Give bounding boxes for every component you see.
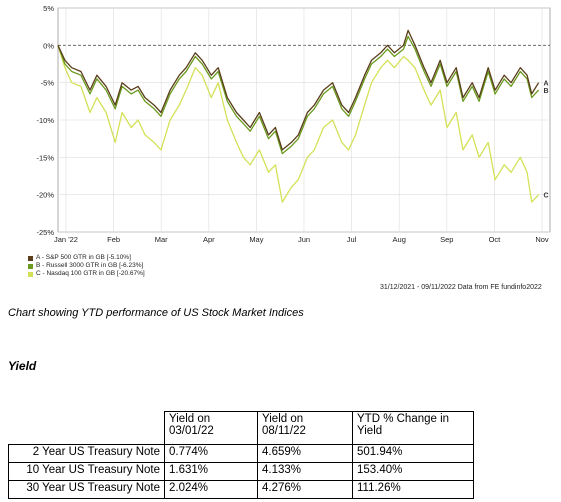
y-tick-label: -20%: [36, 191, 54, 200]
y-tick-label: 0%: [43, 41, 54, 50]
x-tick-label: Aug: [393, 235, 406, 244]
header-cell-ytd-change: YTD % Change in Yield: [352, 411, 474, 445]
row-label: 30 Year US Treasury Note: [8, 480, 165, 499]
series-end-label-b: B: [544, 88, 549, 95]
legend-label-a: A - S&P 500 GTR in GB [-5.10%]: [36, 254, 131, 261]
legend-item-b: B - Russell 3000 GTR in GB [-6.23%]: [28, 262, 145, 270]
series-line-c: [57, 45, 540, 203]
x-axis-ticks: Jan '22 Feb Mar Apr May Jun Jul Aug Sep Oct Nov: [54, 235, 549, 244]
chart-legend: A - S&P 500 GTR in GB [-5.10%] B - Russe…: [28, 254, 145, 278]
x-tick-label: Sep: [440, 235, 453, 244]
x-tick-label: Feb: [107, 235, 120, 244]
x-tick-label: May: [249, 235, 263, 244]
cell-yield-end: 4.133%: [257, 462, 353, 481]
cell-ytd-change: 111.26%: [352, 480, 474, 499]
x-tick-label: Jun: [298, 235, 310, 244]
x-tick-label: Apr: [203, 235, 215, 244]
table-row: 30 Year US Treasury Note 2.024% 4.276% 1…: [8, 480, 474, 499]
cell-ytd-change: 501.94%: [352, 444, 474, 463]
series-end-labels: C BA: [544, 81, 549, 200]
header-cell-yield-end: Yield on 08/11/22: [257, 411, 353, 445]
cell-yield-end: 4.659%: [257, 444, 353, 463]
cell-yield-start: 0.774%: [164, 444, 258, 463]
legend-label-b: B - Russell 3000 GTR in GB [-6.23%]: [36, 262, 144, 269]
legend-swatch-a: [28, 255, 33, 261]
x-tick-label: Jan '22: [54, 235, 78, 244]
x-tick-label: Mar: [155, 235, 168, 244]
x-tick-label: Nov: [535, 235, 549, 244]
legend-item-c: C - Nasdaq 100 GTR in GB [-20.67%]: [28, 270, 145, 278]
legend-swatch-b: [28, 263, 33, 269]
header-cell-blank: [8, 411, 165, 445]
series-end-label-c: C: [544, 193, 549, 200]
yield-table-header-row: Yield on 03/01/22 Yield on 08/11/22 YTD …: [8, 411, 474, 445]
x-tick-label: Jul: [347, 235, 357, 244]
header-cell-yield-start: Yield on 03/01/22: [164, 411, 258, 445]
series-line-a: [57, 29, 540, 151]
legend-swatch-c: [28, 271, 33, 277]
series-line-b: [57, 35, 540, 155]
chart-source-note: 31/12/2021 - 09/11/2022 Data from FE fun…: [380, 284, 542, 291]
legend-label-c: C - Nasdaq 100 GTR in GB [-20.67%]: [36, 270, 145, 277]
chart-caption: Chart showing YTD performance of US Stoc…: [8, 307, 304, 319]
table-row: 10 Year US Treasury Note 1.631% 4.133% 1…: [8, 462, 474, 481]
y-axis-ticks: 5% 0% -5% -10% -15% -20% -25%: [36, 4, 54, 237]
grid-lines: [58, 7, 550, 233]
y-tick-label: -10%: [36, 116, 54, 125]
cell-yield-start: 2.024%: [164, 480, 258, 499]
yield-section-title: Yield: [8, 359, 37, 373]
series-end-label-a: A: [544, 81, 549, 88]
x-tick-label: Oct: [489, 235, 502, 244]
series-lines: [57, 29, 540, 203]
y-tick-label: -5%: [41, 79, 55, 88]
y-tick-label: -25%: [36, 228, 54, 237]
cell-ytd-change: 153.40%: [352, 462, 474, 481]
yield-table: Yield on 03/01/22 Yield on 08/11/22 YTD …: [8, 411, 474, 499]
y-tick-label: 5%: [43, 4, 54, 13]
legend-item-a: A - S&P 500 GTR in GB [-5.10%]: [28, 254, 145, 262]
performance-chart: 5% 0% -5% -10% -15% -20% -25% Jan '22 Feb Mar Apr…: [36, 4, 551, 244]
table-row: 2 Year US Treasury Note 0.774% 4.659% 50…: [8, 444, 474, 463]
row-label: 10 Year US Treasury Note: [8, 462, 165, 481]
cell-yield-start: 1.631%: [164, 462, 258, 481]
cell-yield-end: 4.276%: [257, 480, 353, 499]
row-label: 2 Year US Treasury Note: [8, 444, 165, 463]
y-tick-label: -15%: [36, 153, 54, 162]
